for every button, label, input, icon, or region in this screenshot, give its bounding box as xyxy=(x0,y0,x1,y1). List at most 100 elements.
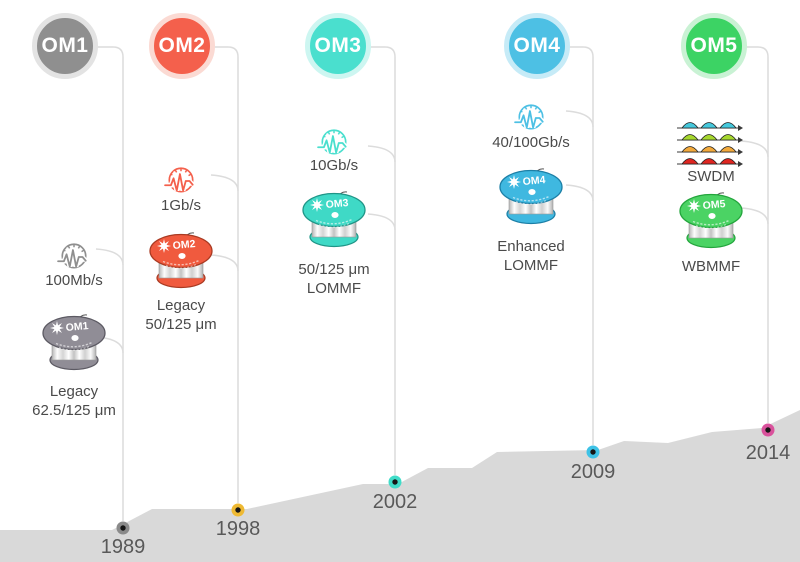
fiber-desc-om1: Legacy 62.5/125 μm xyxy=(4,383,144,421)
timeline-lines-layer xyxy=(95,46,769,521)
rim-fine-print xyxy=(58,345,90,351)
branch-hook xyxy=(565,110,594,128)
year-label-om1: 1989 xyxy=(100,536,146,558)
timeline-connector-om4 xyxy=(568,46,594,445)
speed-label-om5: SWDM xyxy=(687,168,735,185)
speed-label-om4: 40/100Gb/s xyxy=(492,134,570,151)
year-label-om3: 2002 xyxy=(372,491,418,513)
om-badge-om4: OM4 xyxy=(504,13,570,79)
branch-hook xyxy=(367,145,396,163)
speed-gauge-icon xyxy=(514,104,545,130)
branch-hook xyxy=(740,207,769,225)
speed-label-om3: 10Gb/s xyxy=(309,157,359,174)
spool-wrap-om2: OM2 xyxy=(147,230,215,299)
timeline-dots-layer xyxy=(116,423,775,535)
spool-top-flange xyxy=(679,193,743,229)
rim-fine-print xyxy=(515,199,547,205)
icon-wrap xyxy=(514,101,548,140)
spool-top-flange xyxy=(302,192,366,228)
timeline-connector-om5 xyxy=(745,46,769,423)
fiber-desc-om5: WBMMF xyxy=(641,258,781,277)
spool-wrap-om5: OM5 xyxy=(677,190,745,259)
speed-gauge-icon xyxy=(57,243,88,269)
timeline-dot-center xyxy=(392,479,398,485)
timeline-dot-center xyxy=(590,449,596,455)
branch-hook xyxy=(367,213,396,231)
branch-hook xyxy=(210,254,239,272)
starburst-icon xyxy=(507,175,521,189)
timeline-dot-center xyxy=(120,525,126,531)
fiber-spool-icon: OM1 xyxy=(42,314,106,371)
om-badge-label: OM4 xyxy=(513,34,561,57)
fiber-desc-line: Enhanced xyxy=(497,238,565,255)
fiber-spool-icon: OM3 xyxy=(302,191,366,248)
om-badge-label: OM2 xyxy=(158,34,206,57)
spool-wrap-om3: OM3 xyxy=(300,189,368,258)
om-badge-label: OM3 xyxy=(314,34,362,57)
speed-gauge-icon xyxy=(317,129,348,155)
spool-om-label: OM4 xyxy=(522,174,546,188)
fiber-desc-line: 50/125 μm xyxy=(298,261,370,278)
spool-hub-hole xyxy=(178,253,186,259)
spool-top-flange xyxy=(149,233,213,269)
icon-wrap xyxy=(317,126,351,165)
spool-wrap-om4: OM4 xyxy=(497,166,565,235)
fiber-desc-om3: 50/125 μm LOMMF xyxy=(264,261,404,299)
year-label-om4: 2009 xyxy=(570,461,616,483)
om-badge-label: OM1 xyxy=(41,34,89,57)
fiber-spool-icon: OM4 xyxy=(499,168,563,225)
spool-hub-hole xyxy=(528,189,536,195)
om-badge-om3: OM3 xyxy=(305,13,371,79)
spool-top-flange xyxy=(42,315,106,351)
branch-hook xyxy=(95,248,124,266)
branch-hook xyxy=(210,174,239,192)
speed-label-om2: 1Gb/s xyxy=(160,197,202,214)
fiber-desc-line: Legacy xyxy=(49,383,99,400)
spool-om-label: OM3 xyxy=(325,197,349,211)
branch-hook xyxy=(740,140,769,158)
om-badge-om5: OM5 xyxy=(681,13,747,79)
timeline-dot-center xyxy=(765,427,771,433)
fiber-desc-om4: Enhanced LOMMF xyxy=(461,238,601,276)
fiber-desc-line: LOMMF xyxy=(306,279,362,297)
spool-top-flange xyxy=(499,169,563,205)
spool-om-label: OM2 xyxy=(172,238,196,252)
fiber-desc-om2: Legacy 50/125 μm xyxy=(111,297,251,335)
starburst-icon xyxy=(50,321,64,335)
branch-hook xyxy=(565,184,594,202)
speed-gauge-icon xyxy=(164,167,195,193)
starburst-icon xyxy=(310,198,324,212)
rim-fine-print xyxy=(165,263,197,269)
om-badge-om2: OM2 xyxy=(149,13,215,79)
fiber-desc-line: WBMMF xyxy=(681,258,741,275)
icon-wrap xyxy=(675,120,747,175)
timeline-connector-om1 xyxy=(96,46,124,521)
om-badge-label: OM5 xyxy=(690,34,738,57)
fiber-desc-line: 50/125 μm xyxy=(145,315,217,333)
timeline-dot-center xyxy=(235,507,241,513)
year-label-om2: 1998 xyxy=(215,518,261,540)
timeline-connector-om3 xyxy=(369,46,396,475)
fiber-spool-icon: OM5 xyxy=(679,192,743,249)
fiber-spool-icon: OM2 xyxy=(149,232,213,289)
fiber-desc-line: LOMMF xyxy=(503,256,559,274)
rim-fine-print xyxy=(695,223,727,229)
speed-label-om1: 100Mb/s xyxy=(45,272,103,289)
fiber-desc-line: Legacy xyxy=(156,297,206,314)
spool-wrap-om1: OM1 xyxy=(40,312,108,381)
year-label-om5: 2014 xyxy=(745,442,791,464)
icon-wrap xyxy=(57,240,91,279)
starburst-icon xyxy=(157,239,171,253)
spool-om-label: OM5 xyxy=(702,198,726,212)
om-badge-om1: OM1 xyxy=(32,13,98,79)
spool-hub-hole xyxy=(71,335,79,341)
fiber-desc-line: 62.5/125 μm xyxy=(32,401,116,419)
starburst-icon xyxy=(687,199,701,213)
icon-wrap xyxy=(164,164,198,203)
spool-hub-hole xyxy=(708,213,716,219)
timeline-connector-om2 xyxy=(213,46,239,503)
spool-hub-hole xyxy=(331,212,339,218)
rim-fine-print xyxy=(318,222,350,228)
